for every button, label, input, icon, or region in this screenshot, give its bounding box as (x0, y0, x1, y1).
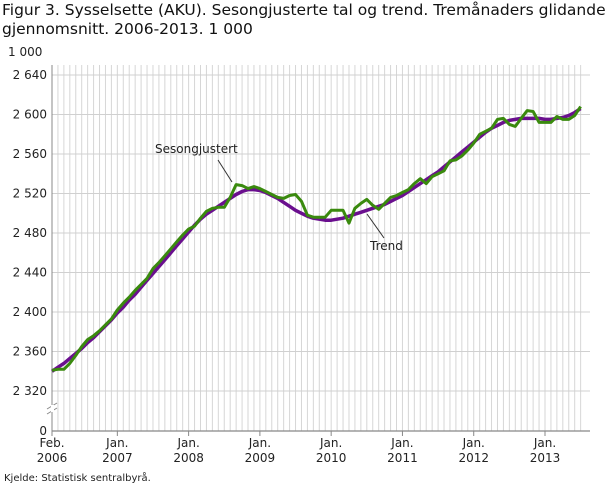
label-leader-sesongjustert (217, 159, 233, 183)
x-tick-label: Jan. 2011 (387, 436, 418, 465)
axis-break-gap (51, 405, 54, 412)
series-label-sesongjustert: Sesongjustert (155, 142, 238, 156)
y-tick-label: 0 (39, 424, 47, 438)
y-tick-label: 2 400 (13, 305, 47, 319)
x-tick-label: Feb. 2006 (37, 436, 68, 465)
x-tick-label: Jan. 2013 (530, 436, 561, 465)
x-tick-label: Jan. 2009 (245, 436, 276, 465)
x-tick-label: Jan. 2008 (173, 436, 204, 465)
series-line-sesongjustert (51, 105, 582, 372)
label-leader-trend (366, 213, 385, 239)
source-note: Kjelde: Statistisk sentralbyrå. (4, 473, 151, 484)
x-tick-label: Jan. 2007 (102, 436, 133, 465)
series-line-trend (51, 107, 582, 373)
series-label-trend: Trend (369, 239, 403, 253)
y-axis-unit: 1 000 (8, 45, 43, 59)
y-tick-label: 2 640 (13, 68, 47, 82)
y-tick-label: 2 520 (13, 187, 47, 201)
x-tick-label: Jan. 2012 (458, 436, 489, 465)
chart-title: Figur 3. Sysselsette (AKU). Sesongjuster… (2, 1, 606, 38)
y-tick-label: 2 480 (13, 226, 47, 240)
x-tick-label: Jan. 2010 (316, 436, 347, 465)
y-tick-label: 2 560 (13, 147, 47, 161)
y-tick-label: 2 360 (13, 345, 47, 359)
y-tick-label: 2 440 (13, 266, 47, 280)
y-tick-label: 2 320 (13, 384, 47, 398)
y-tick-label: 2 600 (13, 108, 47, 122)
